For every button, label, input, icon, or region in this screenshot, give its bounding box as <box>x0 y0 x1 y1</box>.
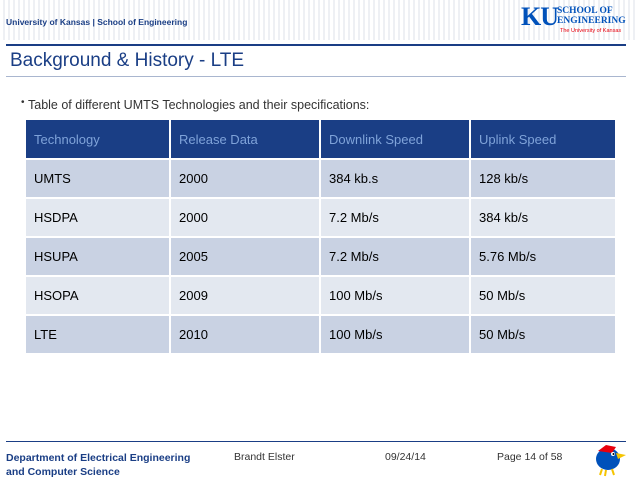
university-line: University of Kansas | School of Enginee… <box>6 17 188 27</box>
ku-logo-school-line1: SCHOOL OF <box>557 6 613 16</box>
cell-release-data: 2000 <box>170 159 321 199</box>
header-strip <box>0 0 638 40</box>
cell-technology: HSUPA <box>26 237 171 277</box>
spec-table: Technology Release Data Downlink Speed U… <box>26 120 617 355</box>
table-row: HSDPA 2000 7.2 Mb/s 384 kb/s <box>26 198 617 238</box>
footer-department-line1: Department of Electrical Engineering <box>6 452 191 464</box>
cell-downlink-speed: 100 Mb/s <box>320 315 471 355</box>
jayhawk-logo-icon <box>596 445 626 477</box>
cell-uplink-speed: 128 kb/s <box>470 159 617 199</box>
footer-date: 09/24/14 <box>385 451 426 463</box>
table-row: LTE 2010 100 Mb/s 50 Mb/s <box>26 315 617 355</box>
cell-uplink-speed: 50 Mb/s <box>470 315 617 355</box>
footer-department: Department of Electrical Engineering and… <box>6 451 190 479</box>
bullet-text: Table of different UMTS Technologies and… <box>21 97 369 112</box>
cell-technology: HSOPA <box>26 276 171 316</box>
ku-logo-subtitle: The University of Kansas <box>560 28 622 34</box>
cell-release-data: 2009 <box>170 276 321 316</box>
footer-divider <box>6 441 626 442</box>
cell-downlink-speed: 7.2 Mb/s <box>320 198 471 238</box>
header-technology: Technology <box>26 120 171 160</box>
cell-technology: HSDPA <box>26 198 171 238</box>
cell-uplink-speed: 5.76 Mb/s <box>470 237 617 277</box>
table-row: HSUPA 2005 7.2 Mb/s 5.76 Mb/s <box>26 237 617 277</box>
cell-release-data: 2000 <box>170 198 321 238</box>
cell-downlink-speed: 384 kb.s <box>320 159 471 199</box>
ku-logo-mark: KU <box>521 2 559 31</box>
cell-downlink-speed: 100 Mb/s <box>320 276 471 316</box>
header-downlink-speed: Downlink Speed <box>320 120 471 160</box>
ku-logo-school-line2: ENGINEERING <box>557 16 626 26</box>
title-bar <box>6 44 626 77</box>
cell-uplink-speed: 50 Mb/s <box>470 276 617 316</box>
ku-logo-school: SCHOOL OF ENGINEERING <box>557 6 626 26</box>
slide-title: Background & History - LTE <box>10 50 245 71</box>
table-row: UMTS 2000 384 kb.s 128 kb/s <box>26 159 617 199</box>
footer-author: Brandt Elster <box>234 451 295 463</box>
cell-downlink-speed: 7.2 Mb/s <box>320 237 471 277</box>
header-uplink-speed: Uplink Speed <box>470 120 617 160</box>
footer-department-line2: and Computer Science <box>6 466 120 478</box>
cell-release-data: 2010 <box>170 315 321 355</box>
cell-release-data: 2005 <box>170 237 321 277</box>
cell-technology: LTE <box>26 315 171 355</box>
table-header-row: Technology Release Data Downlink Speed U… <box>26 120 617 160</box>
cell-uplink-speed: 384 kb/s <box>470 198 617 238</box>
table-row: HSOPA 2009 100 Mb/s 50 Mb/s <box>26 276 617 316</box>
footer-page-number: Page 14 of 58 <box>497 451 563 463</box>
cell-technology: UMTS <box>26 159 171 199</box>
header-release-data: Release Data <box>170 120 321 160</box>
